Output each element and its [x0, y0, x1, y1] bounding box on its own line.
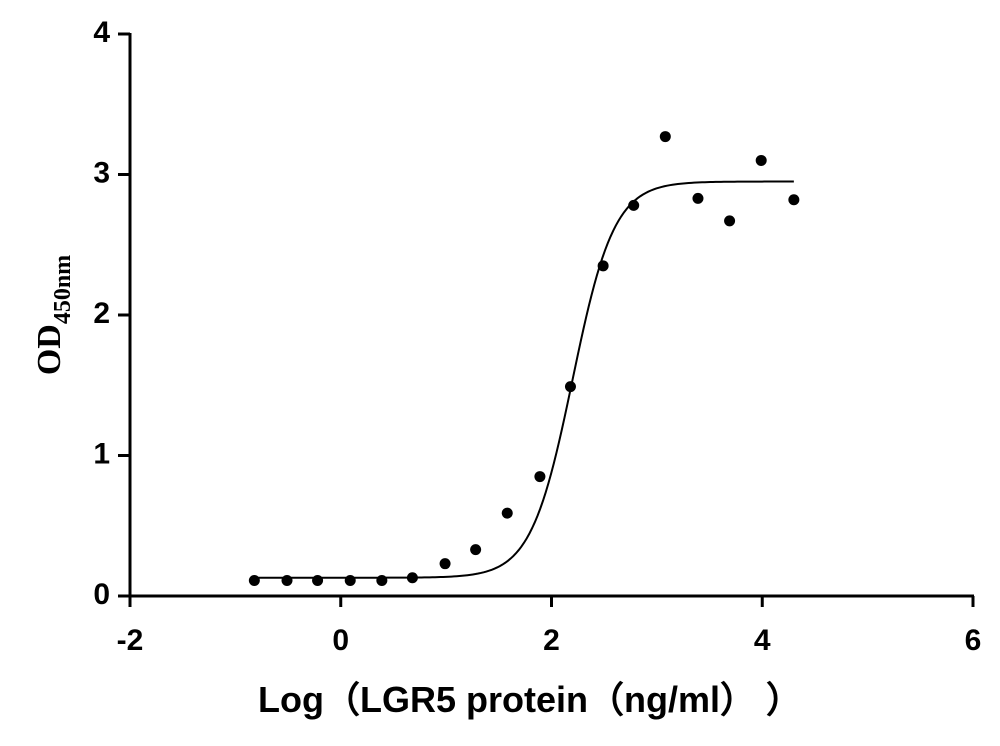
data-point	[312, 575, 324, 587]
x-axis-label: Log（LGR5 protein（ng/ml） ）	[258, 679, 802, 720]
data-point	[248, 575, 260, 587]
y-tick-label: 0	[93, 578, 110, 611]
data-point	[534, 471, 546, 483]
data-point	[564, 381, 576, 393]
y-label-main: OD	[31, 324, 68, 375]
y-tick-label: 1	[93, 437, 110, 470]
y-axis-label: OD450nm	[31, 255, 76, 375]
fit-curve	[254, 180, 794, 579]
y-tick-label: 2	[93, 297, 110, 330]
x-tick-label: 6	[965, 624, 982, 657]
data-point	[724, 215, 736, 227]
y-tick-label: 4	[93, 16, 110, 49]
data-point	[344, 575, 356, 587]
x-tick-label: 2	[543, 624, 560, 657]
data-point	[659, 131, 671, 143]
data-point	[628, 199, 640, 211]
data-point	[439, 558, 451, 570]
data-point	[501, 507, 513, 519]
data-point	[376, 575, 388, 587]
data-point	[755, 154, 767, 166]
x-tick-label: 4	[754, 624, 771, 657]
data-point	[470, 544, 482, 556]
y-tick-label: 3	[93, 156, 110, 189]
data-point	[406, 572, 418, 584]
data-point	[692, 192, 704, 204]
data-point	[597, 260, 609, 272]
x-tick-label: -2	[117, 624, 144, 657]
y-label-subscript: 450nm	[50, 255, 76, 324]
data-point	[281, 575, 293, 587]
x-tick-label: 0	[332, 624, 349, 657]
data-point	[788, 194, 800, 206]
